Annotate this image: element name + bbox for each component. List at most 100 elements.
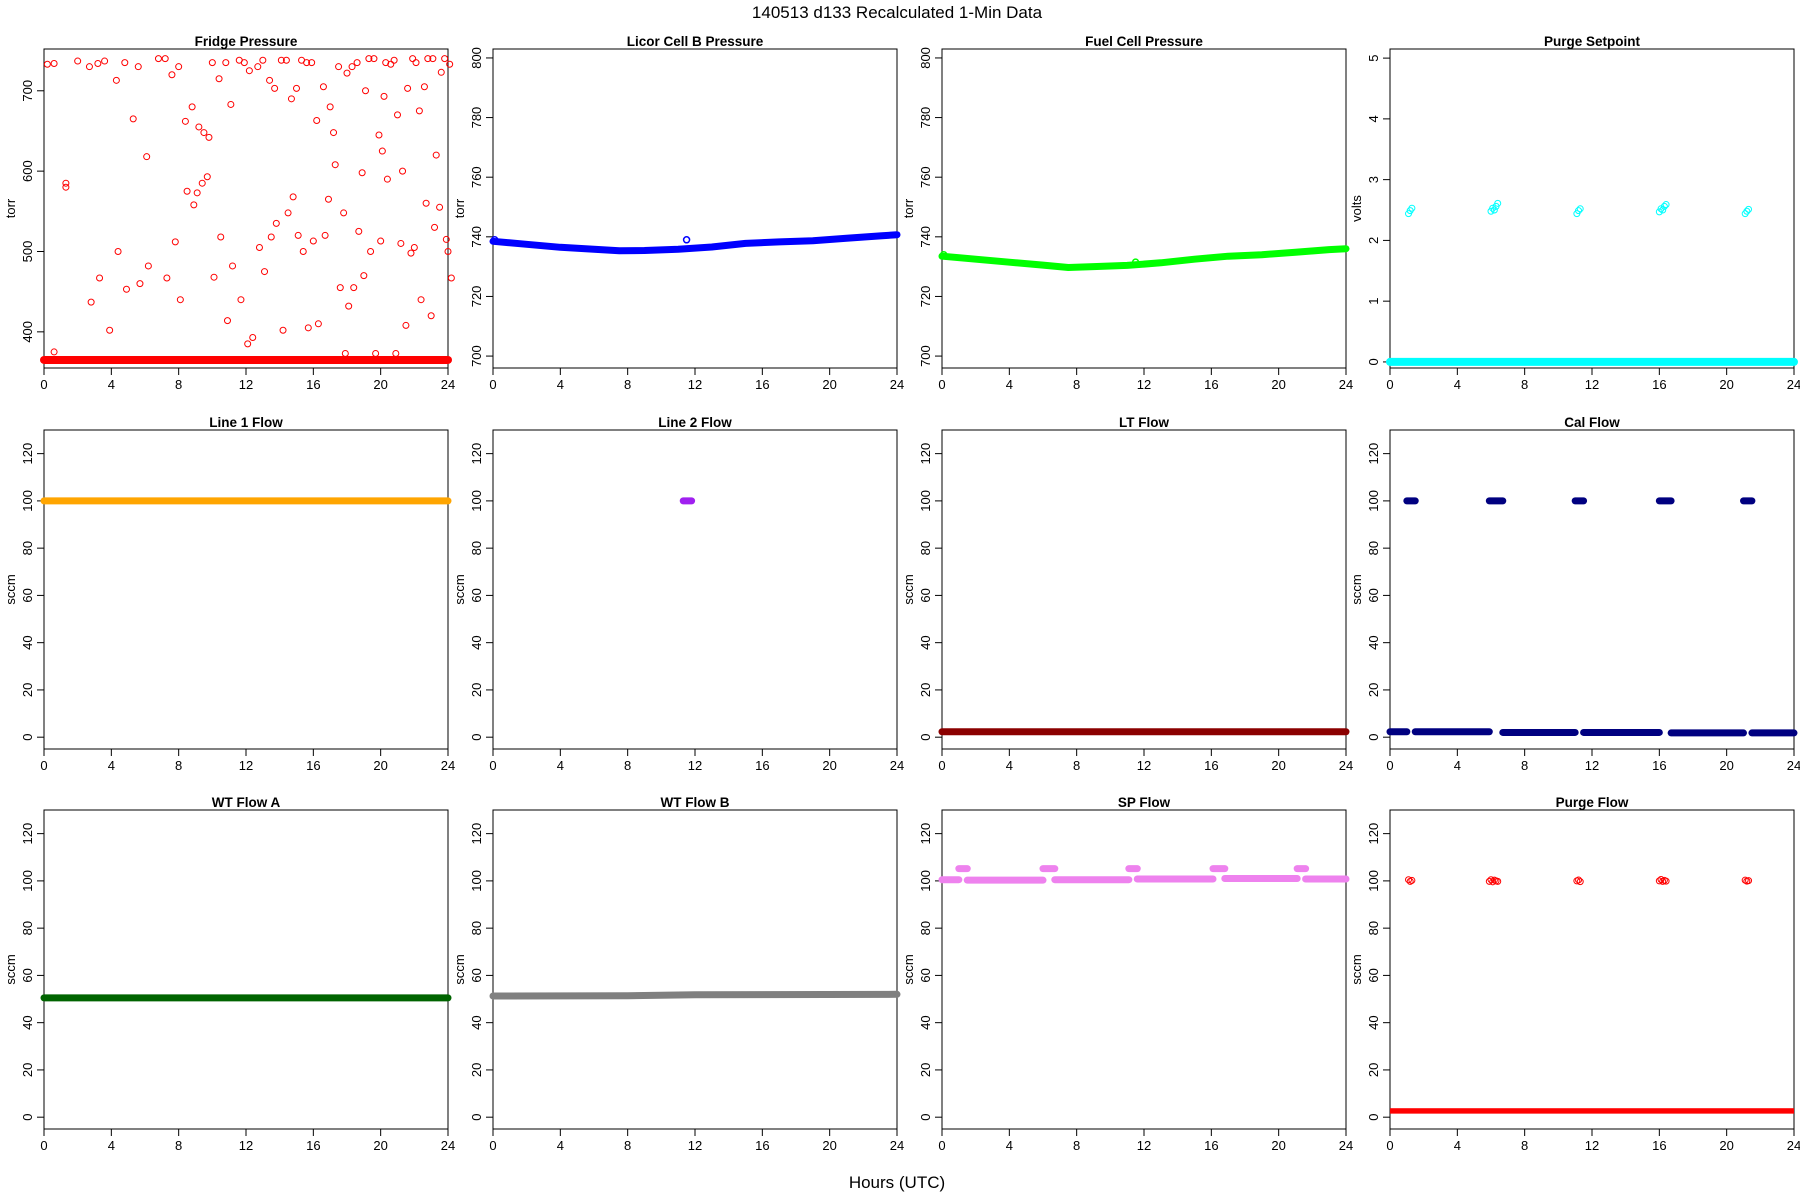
- data-point: [355, 227, 363, 235]
- data-point: [279, 326, 287, 334]
- y-axis: 0 20 40 60 80 100 120: [20, 443, 45, 741]
- x-tick-label: 8: [1073, 377, 1080, 392]
- data-point: [94, 59, 102, 67]
- x-tick-label: 12: [688, 377, 702, 392]
- data-point: [168, 71, 176, 79]
- x-axis: 0 4 8 12 16 20 24: [938, 748, 1353, 773]
- y-tick-label: 80: [20, 921, 35, 935]
- data-point: [203, 173, 211, 181]
- x-tick-label: 20: [373, 377, 387, 392]
- panel-11: SP Flow sccm 0 4 8 12 16 20 24 0 20 40 60 80 100 120: [901, 795, 1353, 1153]
- data-point: [390, 56, 398, 64]
- x-tick-label: 8: [1521, 758, 1528, 773]
- data-point: [1485, 877, 1493, 885]
- y-axis: 0 20 40 60 80 100 120: [918, 823, 943, 1121]
- data-point: [409, 55, 417, 63]
- data-point: [266, 76, 274, 84]
- x-tick-label: 16: [306, 758, 320, 773]
- x-tick-label: 24: [1339, 377, 1353, 392]
- x-tick-label: 12: [239, 758, 253, 773]
- data-point: [176, 296, 184, 304]
- data-point: [358, 169, 366, 177]
- x-tick-label: 20: [822, 1138, 836, 1153]
- x-tick-label: 24: [890, 758, 904, 773]
- y-axis-label: sccm: [1349, 954, 1364, 984]
- data-point: [1659, 206, 1667, 214]
- data-point: [287, 95, 295, 103]
- y-tick-label: 100: [918, 870, 933, 892]
- x-axis: 0 4 8 12 16 20 24: [938, 1128, 1353, 1153]
- data-point: [249, 333, 257, 341]
- data-point: [1745, 205, 1753, 213]
- x-tick-label: 24: [1339, 758, 1353, 773]
- panel-title: WT Flow B: [661, 795, 730, 810]
- data-point: [171, 238, 179, 246]
- panel-title: LT Flow: [1119, 415, 1169, 430]
- y-tick-label: 40: [20, 1015, 35, 1029]
- y-tick-label: 100: [1366, 870, 1381, 892]
- data-point: [326, 103, 334, 111]
- panel-10: WT Flow B sccm 0 4 8 12 16 20 24 0 20 40 60 80 100 120: [452, 795, 904, 1153]
- data-point: [442, 235, 450, 243]
- data-point: [331, 161, 339, 169]
- y-tick-label: 40: [20, 635, 35, 649]
- plot-frame: [43, 809, 449, 1130]
- data-point: [353, 59, 361, 67]
- panel-12: Purge Flow sccm 0 4 8 12 16 20 24 0 20 40 60 80 100 120: [1349, 795, 1800, 1153]
- x-tick-label: 8: [175, 1138, 182, 1153]
- data-point: [444, 247, 452, 255]
- data-point: [340, 209, 348, 217]
- panel-1: Fridge Pressure torr 0 4 8 12 16 20 24 400 500 600 7…: [3, 34, 455, 392]
- data-series: [938, 865, 1350, 884]
- data-point: [394, 111, 401, 119]
- panel-title: Licor Cell B Pressure: [627, 34, 764, 49]
- data-point: [345, 302, 353, 310]
- y-tick-label: 100: [1366, 490, 1381, 512]
- x-tick-label: 24: [441, 758, 455, 773]
- y-axis: 0 1 2 3 4 5: [1366, 54, 1391, 366]
- y-axis-label: torr: [452, 198, 467, 218]
- data-point: [62, 179, 70, 187]
- x-tick-label: 0: [1386, 1138, 1393, 1153]
- data-point: [1662, 877, 1670, 885]
- y-tick-label: 120: [1366, 823, 1381, 845]
- x-tick-label: 20: [1271, 377, 1285, 392]
- x-tick-label: 20: [1719, 1138, 1733, 1153]
- data-point: [200, 129, 208, 137]
- x-tick-label: 0: [489, 377, 496, 392]
- y-tick-label: 40: [918, 635, 933, 649]
- y-axis-label: sccm: [452, 954, 467, 984]
- data-point: [437, 68, 445, 76]
- y-tick-label: 1: [1366, 298, 1381, 305]
- data-point: [1657, 875, 1665, 883]
- data-point: [112, 76, 120, 84]
- x-tick-label: 16: [1652, 1138, 1666, 1153]
- y-tick-label: 120: [20, 823, 35, 845]
- data-point: [330, 129, 338, 137]
- y-tick-label: 0: [1366, 1114, 1381, 1121]
- data-point: [1408, 204, 1416, 212]
- data-point: [136, 280, 144, 288]
- x-axis: 0 4 8 12 16 20 24: [489, 367, 904, 392]
- data-point: [447, 274, 455, 282]
- data-point: [143, 153, 151, 161]
- x-tick-label: 0: [938, 1138, 945, 1153]
- panel-title: Fridge Pressure: [195, 34, 298, 49]
- x-tick-label: 0: [489, 758, 496, 773]
- y-axis-label: sccm: [3, 954, 18, 984]
- y-tick-label: 2: [1366, 237, 1381, 244]
- data-point: [223, 317, 231, 325]
- data-point: [254, 63, 262, 71]
- x-tick-label: 20: [1271, 758, 1285, 773]
- data-point: [121, 59, 129, 67]
- data-point: [335, 63, 343, 71]
- x-tick-label: 12: [688, 1138, 702, 1153]
- x-tick-label: 12: [1137, 1138, 1151, 1153]
- x-tick-label: 4: [1454, 758, 1461, 773]
- x-tick-label: 20: [822, 758, 836, 773]
- x-tick-label: 8: [624, 377, 631, 392]
- y-tick-label: 720: [918, 286, 933, 308]
- y-tick-label: 0: [469, 734, 484, 741]
- panel-7: LT Flow sccm 0 4 8 12 16 20 24 0 20 40 60 80 100 120: [901, 415, 1353, 773]
- x-tick-label: 4: [108, 377, 115, 392]
